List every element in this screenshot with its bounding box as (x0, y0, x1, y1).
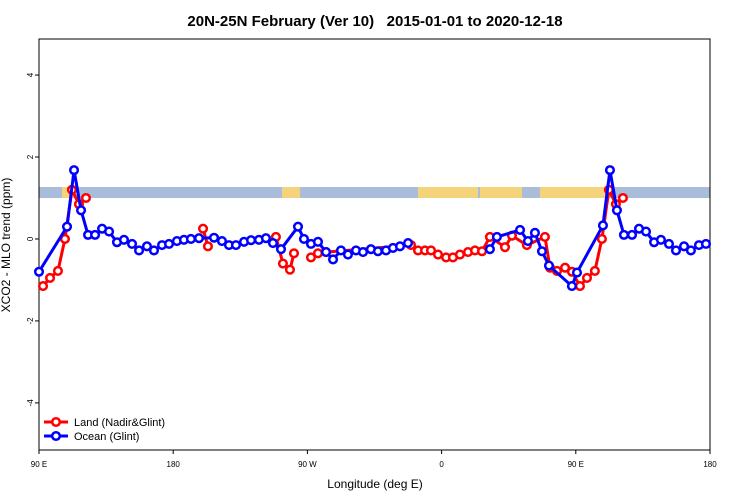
data-point (394, 241, 406, 252)
data-point (618, 229, 630, 240)
plot-frame (38, 38, 711, 451)
x-tick-label: 180 (703, 460, 717, 469)
data-point (372, 246, 383, 257)
data-point (529, 227, 540, 238)
chart-title: 20N-25N February (Ver 10) 2015-01-01 to … (187, 13, 562, 30)
data-point (260, 233, 271, 244)
legend-label: Land (Nadir&Glint) (74, 417, 165, 429)
data-point (476, 246, 488, 257)
data-point (655, 234, 666, 245)
data-point (536, 246, 548, 257)
data-point (604, 165, 615, 176)
data-point (52, 265, 63, 276)
data-point (126, 238, 138, 249)
data-point (685, 245, 696, 256)
data-point (163, 238, 175, 249)
data-point (267, 238, 279, 249)
data-point (312, 248, 324, 259)
data-point (202, 241, 213, 252)
x-tick-label: 90 E (568, 460, 584, 469)
data-point (185, 233, 196, 245)
data-point (90, 229, 101, 240)
data-point (75, 205, 87, 216)
x-axis-label: Longitude (deg E) (327, 477, 422, 491)
data-point (104, 226, 115, 237)
legend-marker (50, 430, 62, 442)
data-point (320, 247, 332, 258)
data-point (522, 235, 533, 247)
data-point (284, 264, 296, 275)
data-point (275, 244, 287, 255)
y-axis-label: XCO2 - MLO trend (ppm) (0, 178, 13, 313)
data-point (141, 241, 153, 252)
x-tick-label: 90 E (31, 460, 47, 469)
data-point (305, 252, 317, 263)
series-line (37, 169, 409, 273)
legend-marker (50, 416, 62, 428)
y-tick-label: 4 (26, 72, 35, 77)
data-point (640, 226, 652, 237)
data-point (499, 242, 511, 253)
data-point (327, 254, 339, 265)
data-point (432, 249, 444, 260)
data-point (118, 234, 130, 245)
data-point (589, 265, 600, 276)
data-point (193, 233, 205, 244)
data-point (425, 245, 437, 256)
data-point (277, 258, 288, 269)
y-tick-label: -2 (26, 317, 35, 325)
data-point (209, 232, 220, 243)
data-point (80, 192, 92, 204)
data-point (134, 245, 145, 256)
data-point (679, 241, 690, 252)
data-point (574, 281, 586, 292)
data-point (230, 240, 242, 251)
data-point (566, 281, 577, 292)
data-point (335, 245, 347, 256)
legend-label: Ocean (Glint) (74, 431, 139, 443)
data-point (663, 238, 675, 249)
data-point (245, 235, 257, 246)
data-point (292, 221, 304, 232)
y-tick-label: 2 (26, 154, 35, 159)
data-point (312, 236, 324, 247)
data-point (560, 262, 571, 273)
data-point (670, 245, 682, 256)
data-point (298, 233, 310, 245)
data-point (514, 224, 526, 236)
data-point (148, 245, 160, 256)
data-point (357, 247, 369, 258)
data-point (597, 220, 608, 231)
data-point (68, 165, 80, 176)
data-point (539, 231, 550, 242)
data-point (454, 249, 465, 260)
data-point (571, 267, 583, 278)
data-point (581, 272, 593, 283)
x-tick-label: 180 (167, 460, 181, 469)
data-point (216, 235, 228, 247)
x-tick-label: 90 W (298, 460, 317, 469)
x-tick-label: 0 (439, 460, 444, 469)
data-point (342, 249, 354, 260)
data-point (700, 238, 712, 249)
data-point (611, 205, 623, 216)
data-point (197, 223, 209, 234)
data-point (596, 233, 607, 245)
y-tick-label: -4 (26, 399, 35, 407)
data-point (33, 266, 45, 277)
data-point (44, 272, 56, 283)
y-tick-label: 0 (26, 236, 35, 241)
data-point (37, 281, 49, 292)
data-point (61, 221, 73, 232)
data-point (288, 248, 300, 259)
data-point (403, 238, 414, 249)
data-point (543, 260, 555, 271)
data-point (617, 192, 628, 204)
data-point (484, 244, 495, 255)
data-point (626, 229, 638, 240)
data-point (491, 231, 502, 242)
